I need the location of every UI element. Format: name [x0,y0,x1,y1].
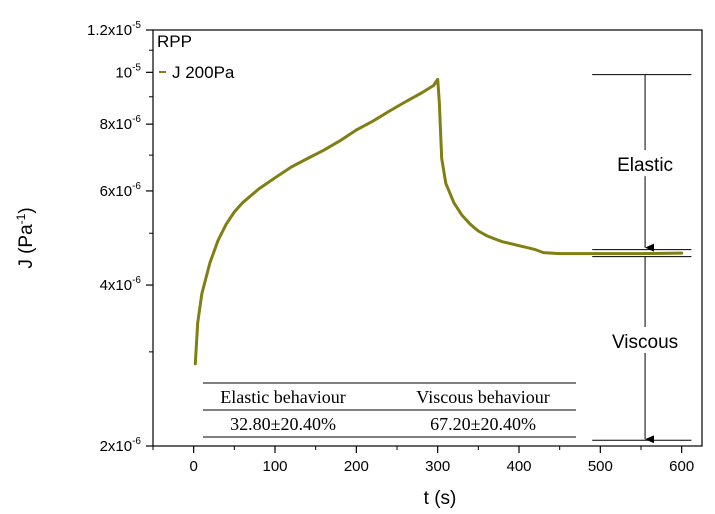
plot-frame [152,29,703,447]
series-layer [193,77,684,366]
y-tick-label-2: 6x10-6 [100,181,142,200]
x-tick-label-2: 200 [344,458,369,475]
y-axis-title-close: ) [16,207,37,213]
viscous-label-bg [593,326,698,353]
y-axis-title-base: J (Pa [16,224,37,269]
x-tick-label-3: 300 [425,458,450,475]
x-tick-label-5: 500 [588,458,613,475]
y-axis-title: J (Pa-1) [14,207,37,268]
chart-title: RPP [157,32,192,51]
series-line-0 [193,77,684,366]
y-tick-label-1: 4x10-6 [100,275,142,294]
y-axis-ticks: 2x10-6 4x10-6 6x10-6 8x10-6 10-5 1.2x10-5 [87,20,153,455]
table-header-1: Viscous behaviour [416,387,549,407]
legend-entry-j200pa: J 200Pa [172,63,235,82]
x-axis-title: t (s) [424,488,457,509]
x-axis-ticks: 0 100 200 300 400 500 600 [152,446,694,475]
y-tick-label-5: 1.2x10-5 [87,20,141,39]
x-tick-label-6: 600 [669,458,694,475]
table-value-0: 32.80±20.40% [230,414,336,434]
result-table: Elastic behaviour Viscous behaviour 32.80±… [203,382,576,438]
table-header-0: Elastic behaviour [220,387,345,407]
y-tick-label-0: 2x10-6 [100,436,142,455]
x-tick-label-4: 400 [506,458,531,475]
table-value-1: 67.20±20.40% [430,414,536,434]
elastic-label: Elastic [617,155,673,176]
viscous-label: Viscous [612,332,678,353]
y-tick-label-4: 10-5 [115,62,141,81]
x-tick-label-1: 100 [262,458,287,475]
x-tick-label-0: 0 [189,458,197,475]
y-tick-label-3: 8x10-6 [100,114,142,133]
annotation-layer: Elastic Viscous [592,74,698,444]
y-axis-title-sup: -1 [14,213,28,224]
elastic-label-bg [597,150,694,177]
